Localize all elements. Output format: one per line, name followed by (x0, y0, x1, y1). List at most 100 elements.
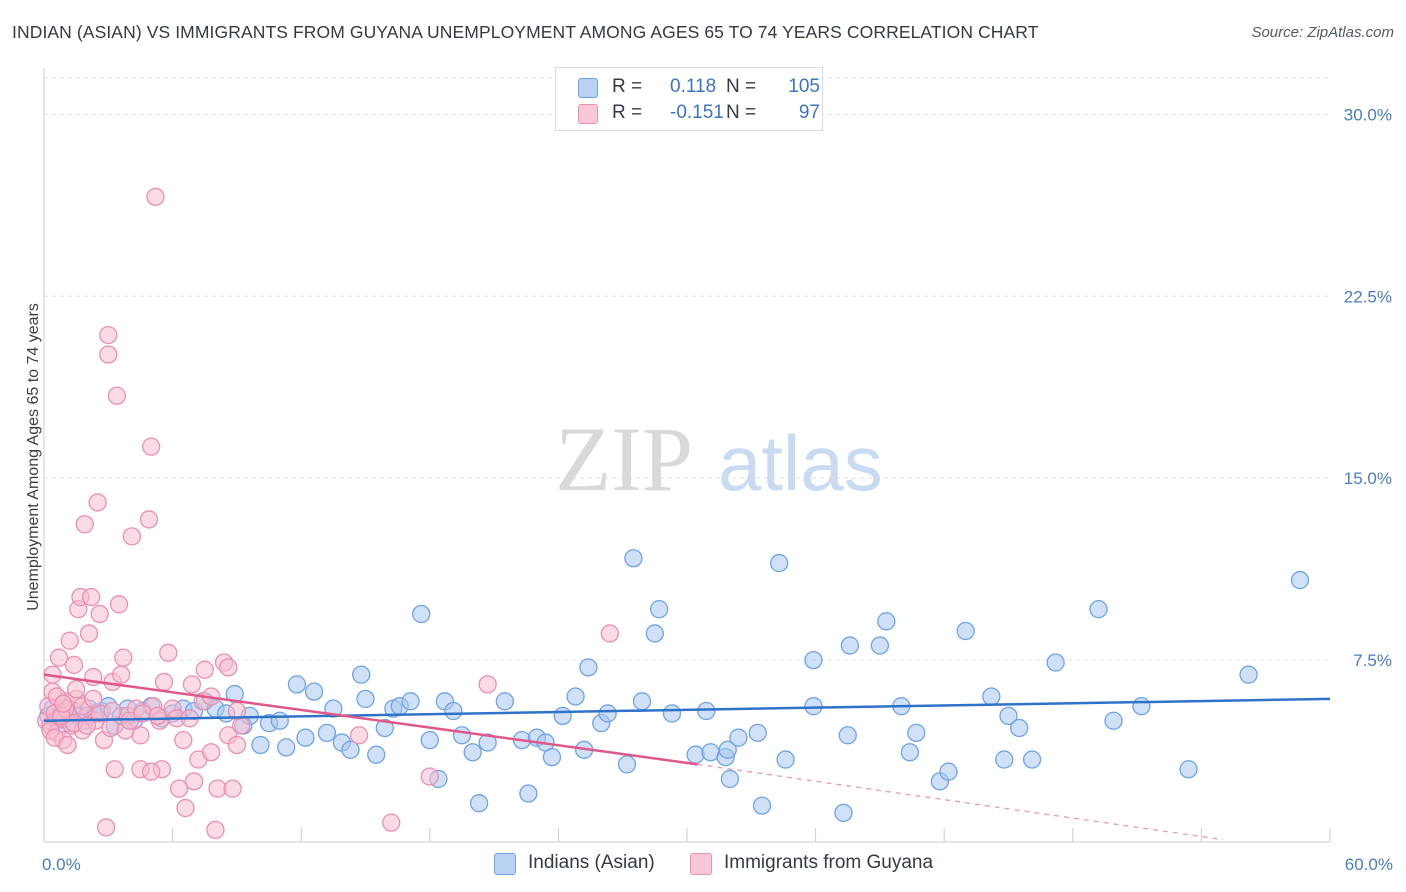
data-point-guyana (64, 655, 84, 675)
data-point-guyana (148, 706, 167, 726)
data-point-indians (645, 624, 664, 643)
legend-n-label: N = (726, 102, 757, 123)
data-point-guyana (142, 437, 161, 456)
data-point-indians (495, 692, 514, 711)
data-point-indians (296, 728, 315, 747)
data-point-indians (469, 794, 489, 813)
data-point-guyana (142, 762, 161, 781)
data-point-indians (617, 755, 637, 774)
legend-label-indians: Indians (Asian) (528, 852, 655, 873)
data-point-guyana (146, 187, 165, 206)
correlation-legend: R = 0.118 N = 105 R = -0.151 N = 97 (555, 67, 823, 131)
data-point-indians (352, 665, 371, 684)
data-point-guyana (227, 701, 247, 721)
data-point-guyana (184, 772, 204, 791)
data-point-indians (982, 687, 1001, 706)
legend-swatch-blue (578, 78, 598, 98)
data-point-indians (444, 701, 463, 721)
data-point-guyana (103, 701, 122, 721)
watermark: ZIP atlas (555, 408, 883, 510)
data-point-guyana (60, 631, 79, 650)
data-point-guyana (349, 726, 369, 745)
gridlines (44, 77, 1330, 661)
legend-n-label: N = (726, 76, 757, 97)
data-point-indians (956, 621, 975, 641)
data-point-indians (870, 636, 890, 655)
data-point-indians (1179, 760, 1198, 779)
data-point-guyana (75, 515, 94, 534)
data-point-indians (1022, 750, 1042, 769)
data-point-indians (270, 711, 289, 730)
data-point-guyana (99, 325, 118, 345)
trend-line-guyana-extension (697, 763, 1223, 841)
legend-r-value: 0.118 (670, 76, 717, 97)
data-point-indians (1290, 570, 1310, 590)
data-point-indians (598, 704, 617, 723)
legend-r-label: R = (612, 102, 643, 123)
data-point-indians (1239, 665, 1258, 684)
data-point-indians (566, 687, 585, 706)
data-point-indians (624, 549, 643, 568)
data-point-guyana (420, 767, 439, 786)
data-point-indians (900, 743, 920, 762)
data-point-indians (452, 726, 472, 745)
data-point-indians (341, 740, 360, 759)
data-point-indians (1010, 718, 1029, 738)
data-point-indians (277, 738, 296, 757)
data-point-indians (412, 604, 431, 624)
data-point-guyana (58, 735, 77, 755)
data-point-indians (542, 747, 562, 767)
legend-swatch-pink (690, 853, 712, 875)
data-point-guyana (84, 689, 103, 709)
data-point-guyana (159, 643, 178, 662)
data-point-indians (840, 636, 860, 655)
data-point-indians (729, 728, 748, 747)
y-tick-label: 22.5% (1344, 287, 1392, 306)
data-point-indians (1132, 697, 1151, 716)
data-point-indians (752, 796, 772, 815)
data-point-guyana (79, 624, 99, 643)
data-point-guyana (139, 510, 159, 529)
legend-r-value: -0.151 (670, 102, 724, 123)
data-point-guyana (176, 798, 195, 818)
data-point-guyana (77, 716, 97, 735)
data-point-indians (834, 803, 853, 823)
data-point-indians (317, 723, 337, 743)
data-point-indians (939, 762, 958, 781)
data-point-guyana (112, 665, 131, 684)
source-label: Source: ZipAtlas.com (1251, 24, 1394, 41)
legend-n-value: 105 (788, 76, 820, 97)
data-point-indians (579, 658, 598, 677)
data-point-indians (776, 750, 795, 769)
data-point-indians (804, 697, 823, 716)
data-point-indians (1089, 600, 1108, 619)
trend-line-guyana (43, 673, 698, 766)
y-tick-label: 15.0% (1344, 469, 1392, 488)
data-point-guyana (49, 648, 69, 667)
y-tick-label: 7.5% (1353, 651, 1392, 670)
data-point-guyana (223, 779, 242, 798)
x-tick-label: 60.0% (1345, 855, 1393, 874)
data-point-guyana (195, 660, 214, 679)
data-point-indians (287, 675, 307, 694)
data-point-indians (697, 701, 716, 721)
data-point-guyana (174, 730, 193, 750)
data-point-indians (999, 706, 1018, 726)
data-point-indians (649, 600, 669, 619)
data-point-guyana (478, 675, 497, 694)
y-tick-label: 30.0% (1344, 105, 1392, 124)
legend-swatch-pink (578, 104, 598, 124)
data-point-guyana (101, 718, 120, 738)
data-point-guyana (54, 694, 73, 713)
data-point-indians (463, 743, 482, 762)
series-legend: Indians (Asian) Immigrants from Guyana (0, 852, 1406, 878)
data-point-guyana (82, 587, 101, 607)
data-point-indians (519, 784, 538, 803)
data-point-indians (632, 692, 652, 711)
watermark-zip: ZIP (555, 408, 693, 510)
data-point-indians (356, 689, 375, 709)
data-point-indians (804, 650, 823, 670)
data-point-guyana (114, 648, 133, 667)
data-point-guyana (122, 527, 142, 546)
